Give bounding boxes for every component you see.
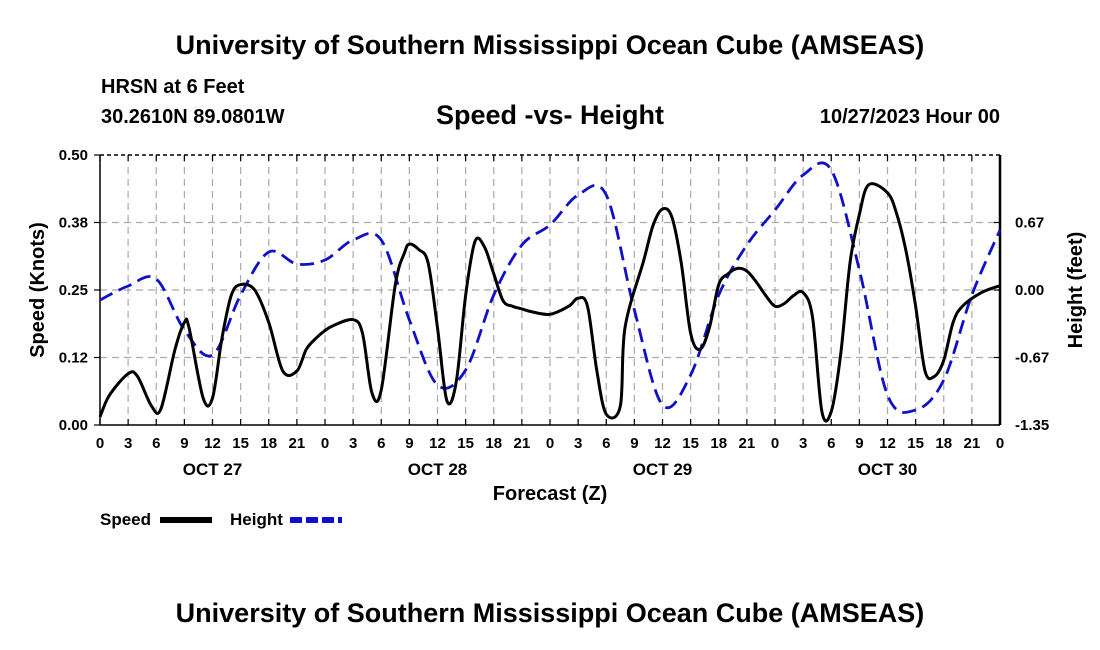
x-tick-label: 12: [204, 435, 221, 452]
axis-ticks: 0 3 6 9 12 15 18 21 0 3 6 9 12 15 18 21 0 3 6 9 12 15 18 21 0 3 6 9…: [59, 147, 1049, 479]
x-tick-label: 18: [485, 435, 502, 452]
x-tick-label: 3: [799, 435, 807, 452]
x-tick-label: 15: [232, 435, 249, 452]
forecast-timestamp: 10/27/2023 Hour 00: [819, 106, 1000, 128]
x-tick-label: 21: [289, 435, 306, 452]
legend-height-label: Height: [230, 510, 283, 529]
y2-tick-label: 0.67: [1015, 215, 1044, 232]
x-tick-label: 15: [682, 435, 699, 452]
x-tick-label: 6: [602, 435, 610, 452]
date-label: OCT 30: [858, 460, 918, 479]
date-label: OCT 28: [408, 460, 468, 479]
x-tick-label: 6: [827, 435, 835, 452]
x-tick-label: 3: [124, 435, 132, 452]
x-tick-label: 18: [935, 435, 952, 452]
x-tick-label: 18: [710, 435, 727, 452]
x-tick-label: 18: [260, 435, 277, 452]
height-series-line: [99, 161, 1002, 414]
grid-lines: [100, 155, 1000, 425]
x-tick-label: 0: [996, 435, 1004, 452]
x-tick-label: 0: [321, 435, 329, 452]
date-label: OCT 29: [633, 460, 693, 479]
x-axis-title: Forecast (Z): [493, 483, 607, 505]
y-tick-label: 0.00: [59, 417, 88, 434]
y2-tick-label: -0.67: [1015, 350, 1049, 367]
x-tick-label: 21: [964, 435, 981, 452]
x-tick-label: 12: [429, 435, 446, 452]
footer-title: University of Southern Mississippi Ocean…: [175, 598, 925, 628]
x-tick-label: 9: [180, 435, 188, 452]
y2-axis-title: Height (feet): [1065, 232, 1087, 349]
station-label: HRSN at 6 Feet: [101, 76, 245, 98]
x-tick-label: 3: [349, 435, 357, 452]
speed-series-line: [98, 182, 1001, 423]
x-tick-label: 0: [771, 435, 779, 452]
y2-tick-label: 0.00: [1015, 282, 1044, 299]
legend-speed-label: Speed: [100, 510, 151, 529]
date-label: OCT 27: [183, 460, 243, 479]
x-tick-label: 21: [514, 435, 531, 452]
station-coordinates: 30.2610N 89.0801W: [101, 106, 285, 128]
x-tick-label: 0: [546, 435, 554, 452]
x-tick-label: 15: [457, 435, 474, 452]
y-tick-label: 0.50: [59, 147, 88, 164]
x-tick-label: 21: [739, 435, 756, 452]
x-tick-label: 9: [855, 435, 863, 452]
series-lines: [98, 161, 1002, 423]
x-tick-label: 3: [574, 435, 582, 452]
x-tick-label: 0: [96, 435, 104, 452]
x-tick-label: 9: [630, 435, 638, 452]
x-tick-label: 6: [377, 435, 385, 452]
x-tick-label: 6: [152, 435, 160, 452]
y-tick-label: 0.12: [59, 350, 88, 367]
legend: Speed Height: [100, 510, 342, 529]
x-tick-label: 12: [879, 435, 896, 452]
x-tick-label: 12: [654, 435, 671, 452]
x-tick-label: 9: [405, 435, 413, 452]
x-tick-label: 15: [907, 435, 924, 452]
chart-main-title: University of Southern Mississippi Ocean…: [175, 30, 925, 60]
y-axis-title: Speed (Knots): [27, 222, 49, 358]
y-tick-label: 0.25: [59, 282, 88, 299]
axis-labels: Forecast (Z) Speed (Knots) Height (feet): [27, 222, 1087, 505]
chart-subtitle: Speed -vs- Height: [435, 100, 665, 130]
y2-tick-label: -1.35: [1015, 417, 1049, 434]
y-tick-label: 0.38: [59, 215, 88, 232]
